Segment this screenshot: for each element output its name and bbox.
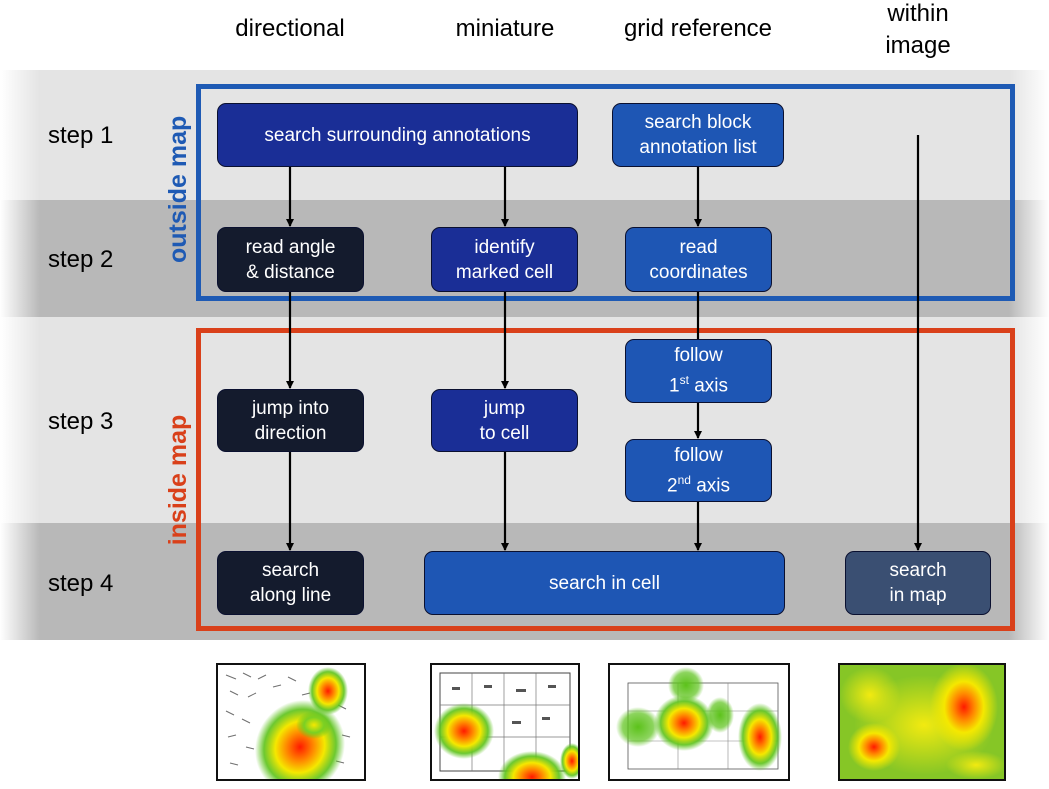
search-block-annotation-list-box: search block annotation list [612,103,784,167]
follow1-suffix: st [679,373,689,388]
jump-dir-line1: jump into [251,397,330,419]
identify-line1: identify [474,236,535,258]
follow2-suffix: nd [677,472,691,487]
inside-map-frame [196,328,1015,631]
heatmap-directional-graphic [225,667,364,779]
step-4-label: step 4 [48,570,114,597]
step-1-label: step 1 [48,122,114,149]
follow1-number: 1 [669,375,680,397]
follow1-line1: follow [674,345,723,367]
heatmap-grid-graphic [616,667,782,771]
heatmap-within-graphic [840,665,1004,779]
column-directional: directional [235,15,345,42]
search-in-map-box: search in map [845,551,991,615]
column-miniature: miniature [455,15,555,42]
search-surrounding-text: search surrounding annotations [264,124,531,146]
column-within-line1: within [887,0,949,27]
read-angle-line2: & distance [246,261,335,283]
jump-cell-line2: to cell [479,422,530,444]
search-map-line1: search [889,560,947,581]
follow-first-axis-box: follow 1st axis [625,339,772,403]
search-map-line2: in map [889,585,947,606]
jump-cell-line1: jump [483,397,526,419]
read-coordinates-box: read coordinates [625,227,772,292]
search-cell-text: search in cell [549,572,660,594]
read-angle-distance-box: read angle & distance [217,227,364,292]
follow2-line2: 2nd axis [667,468,730,498]
jump-into-direction-box: jump into direction [217,389,364,452]
column-within-image: within image [850,0,986,60]
step-2-label: step 2 [48,246,114,273]
follow-second-axis-box: follow 2nd axis [625,439,772,502]
follow2-axis: axis [690,475,730,497]
search-along-line-box: search along line [217,551,364,615]
heatmap-grid-reference [608,663,790,781]
search-block-line2: annotation list [639,137,757,158]
search-surrounding-annotations-box: search surrounding annotations [217,103,578,167]
follow2-number: 2 [666,475,678,497]
column-grid-reference: grid reference [623,15,773,42]
read-angle-line1: read angle [245,236,336,258]
identify-line2: marked cell [455,261,554,283]
search-block-line1: search block [644,112,752,133]
heatmap-directional [216,663,366,781]
jump-to-cell-box: jump to cell [431,389,578,452]
heatmap-within-image [838,663,1006,781]
read-coords-line2: coordinates [649,261,748,283]
search-line-line2: along line [249,585,332,606]
follow1-line2: 1st axis [669,368,728,398]
search-in-cell-box: search in cell [424,551,785,615]
heatmap-miniature [430,663,580,781]
heatmap-miniature-graphic [434,672,578,779]
jump-dir-line2: direction [254,422,327,444]
outside-map-frame [196,84,1015,301]
search-line-line1: search [261,560,320,581]
follow2-line1: follow [674,444,723,466]
step-3-label: step 3 [48,408,114,435]
column-within-line2: image [885,32,951,59]
read-coords-line1: read [679,236,718,258]
follow1-axis: axis [688,375,728,397]
identify-marked-cell-box: identify marked cell [431,227,578,292]
